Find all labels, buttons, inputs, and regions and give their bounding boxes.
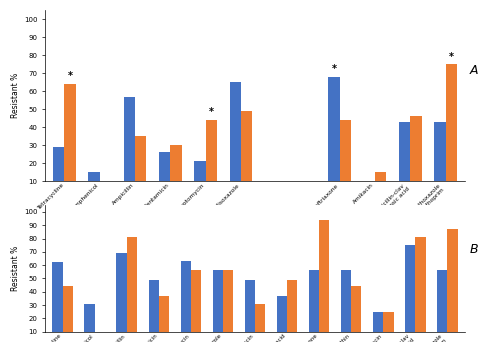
Bar [277, 296, 287, 342]
Bar [88, 172, 100, 199]
Text: *: * [448, 52, 454, 62]
Bar [405, 245, 415, 342]
Bar [194, 161, 205, 199]
Y-axis label: Resistant %: Resistant % [10, 246, 20, 291]
Bar [383, 312, 394, 342]
Bar [148, 280, 159, 342]
Bar [244, 280, 255, 342]
Text: B: B [469, 243, 478, 256]
Bar [434, 122, 446, 199]
Bar [241, 111, 252, 199]
Text: *: * [68, 71, 72, 81]
Bar [399, 122, 410, 199]
Bar [212, 271, 223, 342]
Legend: E. coli  from  cattle  in  small scale farms, E. coli from cattle in  commercial: E. coli from cattle in small scale farms… [101, 234, 342, 244]
Bar [159, 296, 169, 342]
Bar [62, 287, 73, 342]
Bar [124, 97, 135, 199]
Bar [84, 304, 94, 342]
Bar [180, 261, 191, 342]
Y-axis label: Resistant %: Resistant % [10, 73, 20, 118]
Bar [375, 172, 386, 199]
Bar [437, 271, 448, 342]
Bar [364, 185, 375, 199]
Bar [135, 136, 146, 199]
Bar [416, 237, 426, 342]
Text: *: * [208, 107, 214, 117]
Bar [351, 287, 362, 342]
Bar [319, 220, 330, 342]
Bar [341, 271, 351, 342]
Bar [170, 145, 181, 199]
Bar [373, 312, 383, 342]
Bar [116, 253, 127, 342]
Bar [159, 153, 170, 199]
Bar [410, 117, 422, 199]
Text: A: A [469, 64, 478, 77]
Bar [52, 262, 62, 342]
Bar [448, 229, 458, 342]
Bar [64, 84, 76, 199]
Bar [309, 271, 319, 342]
Bar [191, 271, 201, 342]
Bar [127, 237, 137, 342]
Bar [446, 64, 457, 199]
Text: *: * [332, 64, 336, 74]
Bar [328, 77, 340, 199]
Bar [206, 120, 217, 199]
Bar [100, 181, 111, 199]
Bar [230, 82, 241, 199]
Bar [53, 147, 64, 199]
Bar [223, 271, 233, 342]
Bar [287, 280, 298, 342]
Bar [340, 120, 351, 199]
Bar [255, 304, 266, 342]
